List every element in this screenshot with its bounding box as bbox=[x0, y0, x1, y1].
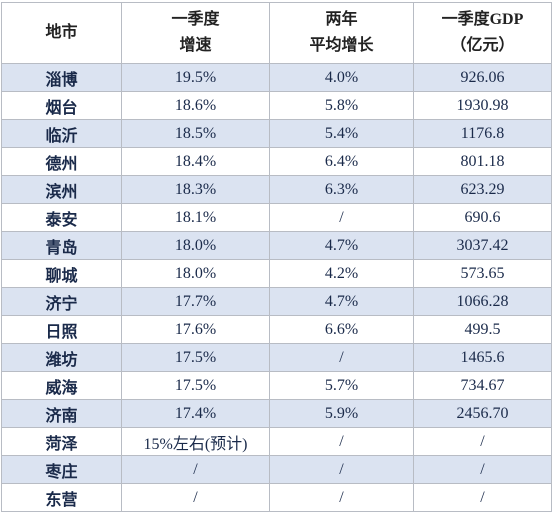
city-cell: 烟台 bbox=[1, 91, 122, 120]
header-line: （亿元） bbox=[450, 37, 515, 54]
header-cell: 地市 bbox=[1, 2, 122, 64]
value-cell: 926.06 bbox=[413, 63, 552, 92]
header-line: 一季度GDP bbox=[441, 11, 524, 28]
value-cell: 17.5% bbox=[121, 343, 270, 372]
header-cell: 两年 平均增长 bbox=[269, 2, 414, 64]
value-cell: 18.6% bbox=[121, 91, 270, 120]
value-cell: 734.67 bbox=[413, 371, 552, 400]
table-row: 菏泽 15%左右(预计) / / bbox=[1, 427, 552, 456]
value-cell: 623.29 bbox=[413, 175, 552, 204]
table-row: 德州 18.4% 6.4% 801.18 bbox=[1, 147, 552, 176]
value-cell: / bbox=[269, 343, 414, 372]
value-cell: 1930.98 bbox=[413, 91, 552, 120]
value-cell: 18.0% bbox=[121, 259, 270, 288]
table-row: 滨州 18.3% 6.3% 623.29 bbox=[1, 175, 552, 204]
city-cell: 菏泽 bbox=[1, 427, 122, 456]
value-cell: / bbox=[413, 455, 552, 484]
value-cell: 17.4% bbox=[121, 399, 270, 428]
value-cell: 1465.6 bbox=[413, 343, 552, 372]
table-row: 淄博 19.5% 4.0% 926.06 bbox=[1, 63, 552, 92]
city-cell: 日照 bbox=[1, 315, 122, 344]
value-cell: 17.7% bbox=[121, 287, 270, 316]
value-cell: 17.6% bbox=[121, 315, 270, 344]
city-cell: 泰安 bbox=[1, 203, 122, 232]
city-cell: 枣庄 bbox=[1, 455, 122, 484]
table-row: 济南 17.4% 5.9% 2456.70 bbox=[1, 399, 552, 428]
table-row: 枣庄 / / / bbox=[1, 455, 552, 484]
value-cell: 19.5% bbox=[121, 63, 270, 92]
value-cell: / bbox=[269, 427, 414, 456]
value-cell: / bbox=[269, 455, 414, 484]
value-cell: 18.3% bbox=[121, 175, 270, 204]
value-cell: 5.8% bbox=[269, 91, 414, 120]
value-cell: 3037.42 bbox=[413, 231, 552, 260]
value-cell: 18.5% bbox=[121, 119, 270, 148]
header-row: 地市 一季度 增速 两年 平均增长 一季度GDP （亿元） bbox=[1, 2, 552, 64]
table-row: 东营 / / / bbox=[1, 483, 552, 512]
table-row: 临沂 18.5% 5.4% 1176.8 bbox=[1, 119, 552, 148]
header-line: 一季度 bbox=[171, 11, 220, 28]
city-cell: 滨州 bbox=[1, 175, 122, 204]
header-line: 平均增长 bbox=[309, 37, 374, 54]
value-cell: / bbox=[121, 455, 270, 484]
table-row: 济宁 17.7% 4.7% 1066.28 bbox=[1, 287, 552, 316]
city-cell: 青岛 bbox=[1, 231, 122, 260]
value-cell: 6.6% bbox=[269, 315, 414, 344]
table-row: 威海 17.5% 5.7% 734.67 bbox=[1, 371, 552, 400]
value-cell: / bbox=[269, 483, 414, 512]
value-cell: 17.5% bbox=[121, 371, 270, 400]
value-cell: 690.6 bbox=[413, 203, 552, 232]
table-body: 淄博 19.5% 4.0% 926.06 烟台 18.6% 5.8% 1930.98 临沂 18.… bbox=[1, 63, 552, 512]
value-cell: 5.4% bbox=[269, 119, 414, 148]
value-cell: / bbox=[413, 483, 552, 512]
value-cell: 4.7% bbox=[269, 287, 414, 316]
header-line: 两年 bbox=[325, 11, 358, 28]
value-cell: 1176.8 bbox=[413, 119, 552, 148]
city-cell: 淄博 bbox=[1, 63, 122, 92]
value-cell: / bbox=[121, 483, 270, 512]
value-cell: 18.1% bbox=[121, 203, 270, 232]
table-row: 青岛 18.0% 4.7% 3037.42 bbox=[1, 231, 552, 260]
value-cell: 499.5 bbox=[413, 315, 552, 344]
table-row: 聊城 18.0% 4.2% 573.65 bbox=[1, 259, 552, 288]
value-cell: 6.3% bbox=[269, 175, 414, 204]
value-cell: 6.4% bbox=[269, 147, 414, 176]
value-cell: 18.4% bbox=[121, 147, 270, 176]
city-cell: 威海 bbox=[1, 371, 122, 400]
city-cell: 济南 bbox=[1, 399, 122, 428]
header-cell: 一季度GDP （亿元） bbox=[413, 2, 552, 64]
value-cell: 5.7% bbox=[269, 371, 414, 400]
value-cell: 5.9% bbox=[269, 399, 414, 428]
table-row: 泰安 18.1%/690.6 bbox=[1, 203, 552, 232]
table-row: 日照 17.6% 6.6% 499.5 bbox=[1, 315, 552, 344]
header-line: 地市 bbox=[45, 24, 78, 41]
value-cell: 2456.70 bbox=[413, 399, 552, 428]
city-cell: 临沂 bbox=[1, 119, 122, 148]
value-cell: 18.0% bbox=[121, 231, 270, 260]
city-cell: 济宁 bbox=[1, 287, 122, 316]
value-cell: 573.65 bbox=[413, 259, 552, 288]
value-cell: / bbox=[269, 203, 414, 232]
table-row: 潍坊 17.5%/1465.6 bbox=[1, 343, 552, 372]
value-cell: 15%左右(预计) bbox=[121, 427, 270, 456]
table-row: 烟台 18.6% 5.8% 1930.98 bbox=[1, 91, 552, 120]
city-cell: 东营 bbox=[1, 483, 122, 512]
header-line: 增速 bbox=[179, 37, 212, 54]
value-cell: 4.0% bbox=[269, 63, 414, 92]
value-cell: 801.18 bbox=[413, 147, 552, 176]
city-cell: 潍坊 bbox=[1, 343, 122, 372]
value-cell: 4.7% bbox=[269, 231, 414, 260]
city-cell: 德州 bbox=[1, 147, 122, 176]
header-cell: 一季度 增速 bbox=[121, 2, 270, 64]
city-cell: 聊城 bbox=[1, 259, 122, 288]
value-cell: 4.2% bbox=[269, 259, 414, 288]
value-cell: 1066.28 bbox=[413, 287, 552, 316]
value-cell: / bbox=[413, 427, 552, 456]
